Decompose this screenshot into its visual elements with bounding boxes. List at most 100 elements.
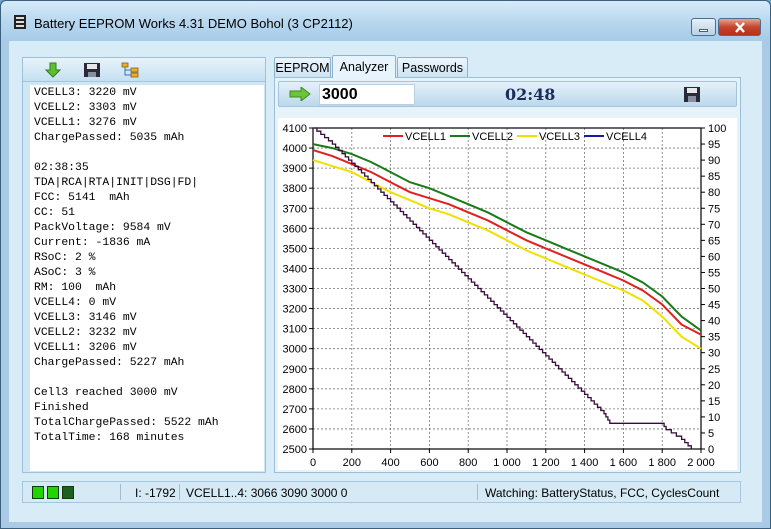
y-left-tick-label: 3100: [283, 324, 307, 336]
y-right-tick-label: 75: [708, 203, 720, 215]
status-led-dim: [62, 486, 74, 499]
y-right-tick-label: 30: [708, 348, 720, 360]
x-tick-label: 1 400: [571, 457, 599, 469]
y-left-tick-label: 3200: [283, 304, 307, 316]
log-line: VCELL3: 3220 mV: [34, 87, 137, 99]
x-tick-label: 0: [310, 457, 316, 469]
chart-area: 0 200 400 600 800 1 000 1 200 1 400 1 600 1 800 2 …: [278, 118, 737, 470]
log-panel: VCELL3: 3220 mV VCELL2: 3303 mV VCELL1: 32…: [22, 57, 266, 473]
x-tick-label: 1 600: [610, 457, 638, 469]
status-separator: [120, 484, 121, 500]
y-left-tick-label: 3000: [283, 344, 307, 356]
log-line: VCELL4: 0 mV: [34, 297, 117, 309]
series-line-vcell2: [312, 143, 702, 332]
y-right-tick-label: 70: [708, 219, 720, 231]
y-right-tick-label: 80: [708, 187, 720, 199]
y-right-tick-label: 65: [708, 235, 720, 247]
tab-eeprom[interactable]: EEPROM: [274, 57, 331, 77]
y-right-tick-label: 40: [708, 316, 720, 328]
tab-analyzer[interactable]: Analyzer: [332, 55, 396, 78]
minimize-button[interactable]: [691, 18, 716, 36]
log-line: TotalChargePassed: 5522 mAh: [34, 417, 219, 429]
log-line: VCELL2: 3232 mV: [34, 327, 137, 339]
y-left-tick-label: 3800: [283, 183, 307, 195]
y-right-tick-label: 60: [708, 251, 720, 263]
analyzer-panel: 3000 02:48 0 200 400 600 800 1 000 1 200 1 400 1…: [274, 77, 741, 473]
y-left-tick-label: 2500: [283, 444, 307, 456]
save-icon[interactable]: [83, 62, 101, 78]
save-icon[interactable]: [683, 86, 701, 103]
x-tick-label: 800: [459, 457, 477, 469]
status-bar: I: -1792 VCELL1..4: 3066 3090 3000 0 Wat…: [22, 481, 741, 503]
y-right-tick-label: 90: [708, 155, 720, 167]
legend-label: VCELL4: [606, 131, 647, 143]
y-right-tick-label: 0: [708, 444, 714, 456]
x-tick-label: 600: [420, 457, 438, 469]
legend-label: VCELL3: [539, 131, 580, 143]
log-output[interactable]: VCELL3: 3220 mV VCELL2: 3303 mV VCELL1: 32…: [30, 85, 264, 471]
status-led: [32, 486, 44, 499]
log-line: Cell3 reached 3000 mV: [34, 387, 178, 399]
app-icon: [14, 15, 26, 29]
log-line: [34, 371, 260, 386]
y-left-tick-label: 2800: [283, 384, 307, 396]
x-tick-label: 2 000: [687, 457, 715, 469]
status-current: I: -1792: [135, 486, 176, 500]
log-toolbar: [23, 58, 265, 82]
download-arrow-icon[interactable]: [44, 62, 62, 78]
x-tick-label: 200: [343, 457, 361, 469]
y-left-tick-label: 3900: [283, 163, 307, 175]
log-line: ChargePassed: 5035 mAh: [34, 132, 185, 144]
plot-frame: [312, 127, 702, 450]
y-right-tick-label: 10: [708, 412, 720, 424]
elapsed-time: 02:48: [505, 85, 556, 104]
status-watching: Watching: BatteryStatus, FCC, CyclesCoun…: [485, 486, 720, 500]
log-line: RSoC: 2 %: [34, 252, 96, 264]
y-right-tick-label: 20: [708, 380, 720, 392]
legend-label: VCELL1: [405, 131, 446, 143]
x-tick-label: 400: [381, 457, 399, 469]
log-line: VCELL3: 3146 mV: [34, 312, 137, 324]
legend-label: VCELL2: [472, 131, 513, 143]
y-right-tick-label: 55: [708, 267, 720, 279]
y-right-tick-label: 95: [708, 139, 720, 151]
voltage-chart: 0 200 400 600 800 1 000 1 200 1 400 1 600 1 800 2 …: [283, 123, 727, 469]
y-left-tick-label: 3300: [283, 284, 307, 296]
tree-structure-icon[interactable]: [121, 62, 139, 78]
series-line-soc: [313, 127, 692, 449]
start-arrow-icon[interactable]: [289, 87, 311, 101]
x-tick-label: 1 000: [493, 457, 521, 469]
status-led: [47, 486, 59, 499]
log-line: TotalTime: 168 minutes: [34, 432, 185, 444]
y-right-tick-label: 45: [708, 300, 720, 312]
y-right-tick-label: 85: [708, 171, 720, 183]
threshold-input[interactable]: 3000: [319, 84, 415, 105]
y-left-tick-label: 2700: [283, 404, 307, 416]
y-left-tick-label: 3700: [283, 203, 307, 215]
log-line: RM: 100 mAh: [34, 282, 117, 294]
y-left-tick-label: 2600: [283, 424, 307, 436]
x-tick-label: 1 800: [648, 457, 676, 469]
y-left-tick-label: 3600: [283, 223, 307, 235]
log-line: VCELL1: 3206 mV: [34, 342, 137, 354]
log-line: ChargePassed: 5227 mAh: [34, 357, 185, 369]
y-left-tick-label: 3400: [283, 263, 307, 275]
minimize-icon: [699, 28, 708, 32]
log-line: Finished: [34, 402, 89, 414]
close-button[interactable]: [718, 18, 761, 36]
y-right-tick-label: 25: [708, 364, 720, 376]
analyzer-toolbar: 3000 02:48: [278, 81, 737, 107]
log-line: VCELL2: 3303 mV: [34, 102, 137, 114]
tab-passwords[interactable]: Passwords: [397, 57, 468, 77]
log-line: FCC: 5141 mAh: [34, 192, 130, 204]
title-bar[interactable]: Battery EEPROM Works 4.31 DEMO Bohol (3 …: [1, 1, 770, 41]
y-left-tick-label: 3500: [283, 243, 307, 255]
log-line: Current: -1836 mA: [34, 237, 151, 249]
log-line: PackVoltage: 9584 mV: [34, 222, 171, 234]
log-line: [34, 146, 260, 161]
window-title: Battery EEPROM Works 4.31 DEMO Bohol (3 …: [34, 16, 353, 31]
y-right-tick-label: 50: [708, 284, 720, 296]
y-right-tick-label: 100: [708, 123, 726, 135]
x-tick-label: 1 200: [532, 457, 560, 469]
log-line: VCELL1: 3276 mV: [34, 117, 137, 129]
